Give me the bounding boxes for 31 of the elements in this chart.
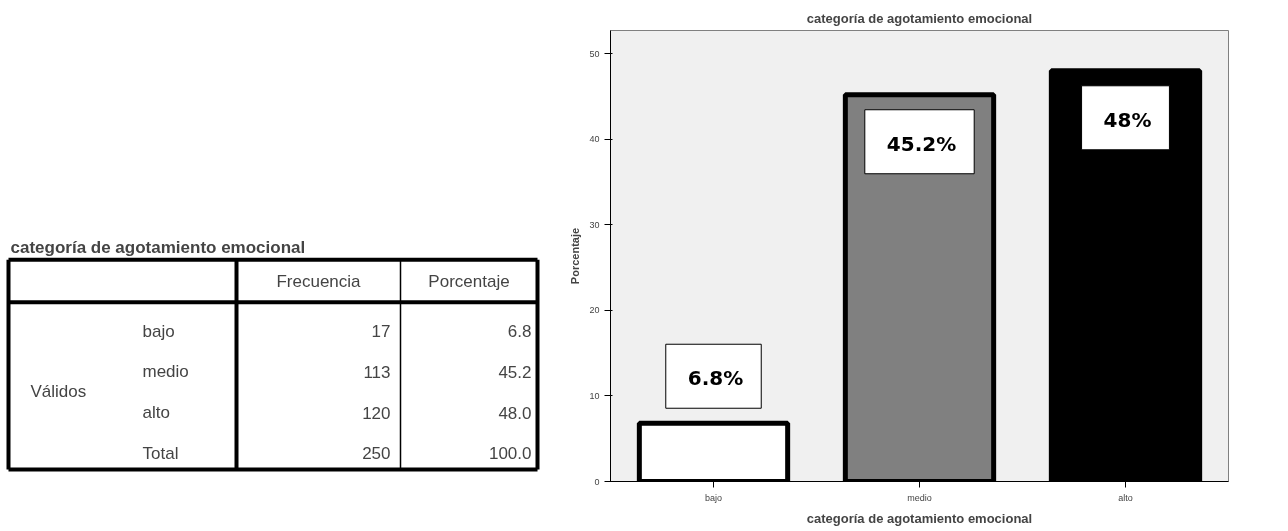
y-tick-label: 10 [589, 390, 600, 401]
data-label: 6.8% [687, 366, 744, 391]
text: Total [142, 443, 179, 463]
y-tick-label: 50 [589, 48, 600, 59]
x-axis-title: categoría de agotamiento emocional [806, 510, 1033, 526]
text: categoría de agotamiento emocional [10, 237, 306, 257]
text: 120 [362, 403, 391, 423]
y-tick-label: 30 [589, 219, 600, 230]
text: 45.2 [498, 362, 532, 382]
text: medio [142, 362, 189, 382]
text: alto [142, 403, 170, 423]
x-tick-label: alto [1118, 492, 1133, 503]
y-tick-label: 0 [594, 476, 600, 487]
y-tick-label: 20 [589, 305, 600, 316]
y-tick-label: 40 [589, 134, 600, 145]
text: bajo [142, 321, 175, 341]
text: Porcentaje [428, 272, 510, 292]
text: 17 [371, 322, 391, 342]
text: Frecuencia [276, 272, 362, 292]
text: 48.0 [498, 403, 532, 423]
text: 113 [363, 362, 391, 382]
text: 100.0 [488, 444, 532, 464]
text: 250 [362, 444, 391, 464]
x-tick-label: medio [907, 492, 932, 503]
text: Válidos [30, 381, 87, 401]
data-label: 45.2% [886, 131, 957, 156]
y-axis-title: Porcentaje [569, 227, 582, 285]
data-label: 48% [1103, 107, 1152, 132]
text: 6.8 [507, 322, 532, 342]
x-tick-label: bajo [704, 492, 723, 503]
chart-title: categoría de agotamiento emocional [806, 10, 1033, 26]
